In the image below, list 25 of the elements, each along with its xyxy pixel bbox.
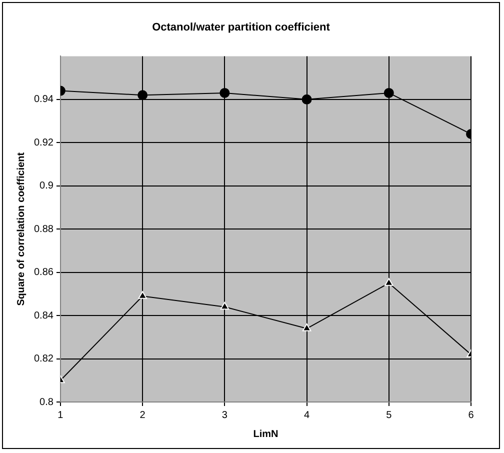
x-axis-title: LimN (253, 428, 278, 440)
point (220, 302, 230, 310)
y-tick-label: 0.88 (34, 224, 54, 235)
x-tick-label: 6 (468, 410, 474, 421)
x-tick-label: 1 (58, 410, 64, 421)
y-tick-label: 0.8 (40, 396, 54, 408)
point (138, 291, 147, 299)
x-tick-label: 3 (222, 410, 228, 421)
y-tick-label: 0.92 (34, 137, 54, 148)
point (138, 90, 148, 100)
y-tick-label: 0.9 (40, 180, 54, 192)
point (302, 324, 312, 332)
x-tick-label: 5 (386, 410, 392, 421)
x-tick-label: 2 (140, 410, 146, 421)
point (302, 94, 312, 104)
y-tick-label: 0.86 (34, 267, 54, 278)
y-axis-title: Square of correlation coefficient (16, 152, 27, 306)
y-tick-label: 0.82 (34, 354, 54, 365)
y-tick-label: 0.94 (34, 94, 54, 106)
point (384, 278, 394, 286)
chart-title: Octanol/water partition coefficient (152, 22, 330, 34)
x-tick-label: 4 (304, 410, 310, 421)
point (220, 88, 230, 98)
y-tick-label: 0.84 (34, 310, 54, 322)
point (384, 88, 394, 98)
